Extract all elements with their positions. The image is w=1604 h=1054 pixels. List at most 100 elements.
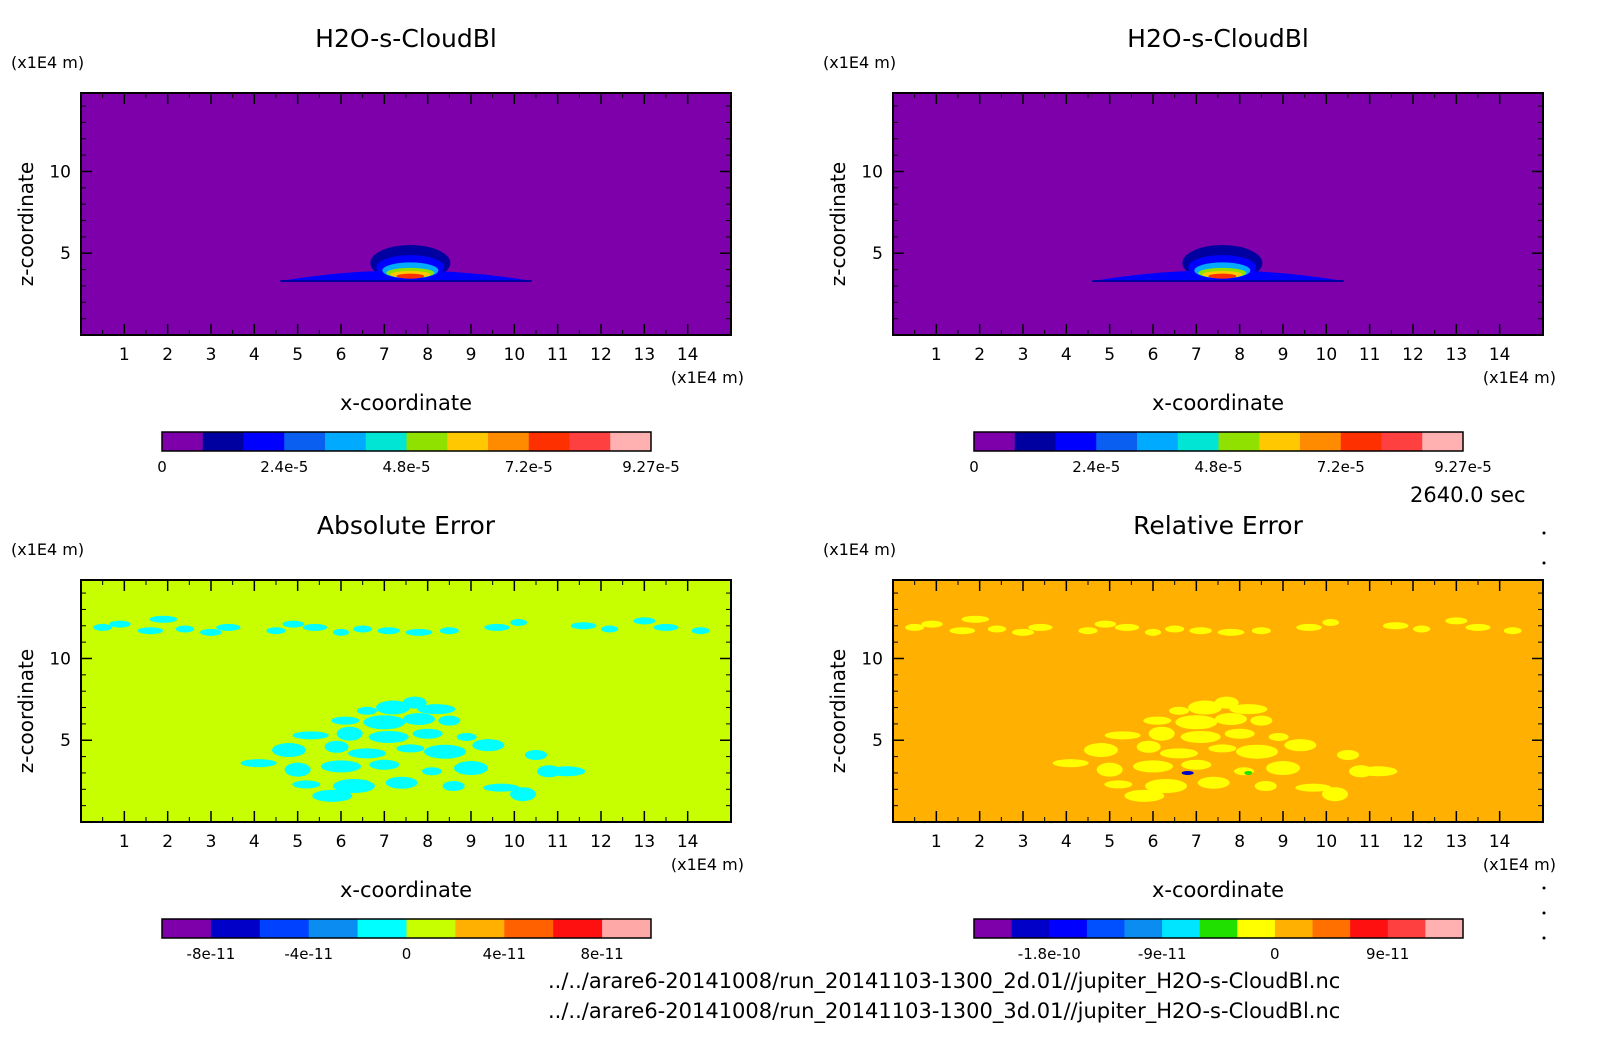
x-axis-label: x-coordinate bbox=[340, 878, 472, 902]
x-tick-label: 6 bbox=[336, 345, 347, 365]
colorbar-swatch bbox=[162, 919, 212, 938]
field-contours bbox=[93, 615, 710, 802]
colorbar-label: 0 bbox=[402, 945, 412, 963]
error-patch bbox=[377, 627, 400, 635]
x-tick-label: 14 bbox=[677, 832, 699, 852]
x-tick-label: 10 bbox=[504, 345, 526, 365]
x-tick-label: 2 bbox=[162, 832, 173, 852]
error-patch bbox=[284, 762, 311, 777]
plot-area bbox=[81, 93, 731, 335]
colorbar-swatch bbox=[610, 432, 652, 451]
error-patch bbox=[369, 759, 400, 770]
x-tick-label: 3 bbox=[206, 345, 217, 365]
error-patch bbox=[1208, 744, 1237, 753]
y-tick-label: 5 bbox=[872, 244, 883, 264]
colorbar-label: 2.4e-5 bbox=[260, 458, 308, 476]
x-tick-label: 2 bbox=[974, 345, 985, 365]
chart-title: Relative Error bbox=[1133, 511, 1303, 540]
error-patch bbox=[216, 623, 241, 631]
colorbar-label: 9e-11 bbox=[1366, 945, 1409, 963]
error-patch bbox=[1165, 625, 1185, 633]
x-tick-label: 13 bbox=[1446, 345, 1468, 365]
colorbar-label: 0 bbox=[1270, 945, 1280, 963]
error-patch bbox=[321, 760, 361, 773]
colorbar-swatch bbox=[1340, 432, 1382, 451]
x-tick-label: 5 bbox=[1104, 345, 1115, 365]
y-axis-label: z-coordinate bbox=[826, 162, 850, 286]
colorbar-swatch bbox=[1237, 919, 1276, 938]
colorbar-swatch bbox=[1137, 432, 1179, 451]
colorbar-swatch bbox=[162, 432, 204, 451]
error-patch bbox=[1160, 748, 1198, 759]
z-unit-label: (x1E4 m) bbox=[823, 540, 896, 559]
x-tick-label: 10 bbox=[504, 832, 526, 852]
error-patch bbox=[921, 620, 943, 628]
error-patch bbox=[1133, 760, 1173, 773]
x-tick-label: 13 bbox=[1446, 832, 1468, 852]
error-patch bbox=[1266, 761, 1300, 776]
error-patch bbox=[1322, 787, 1348, 802]
colorbar-swatch bbox=[284, 432, 326, 451]
error-patch bbox=[1236, 744, 1278, 759]
error-patch bbox=[1244, 770, 1253, 775]
error-patch bbox=[1284, 739, 1317, 752]
colorbar-label: 7.2e-5 bbox=[1317, 458, 1365, 476]
colorbar-swatch bbox=[259, 919, 310, 938]
colorbar-swatch bbox=[357, 919, 407, 938]
error-patch bbox=[1143, 716, 1172, 725]
x-unit-label: (x1E4 m) bbox=[671, 368, 744, 387]
colorbar-swatch bbox=[210, 919, 261, 938]
colorbar-swatch bbox=[1381, 432, 1423, 451]
colorbar-label: 8e-11 bbox=[580, 945, 623, 963]
error-patch bbox=[1413, 625, 1431, 633]
error-patch bbox=[405, 628, 433, 636]
error-patch bbox=[1337, 749, 1359, 760]
colorbar-label: 7.2e-5 bbox=[505, 458, 553, 476]
error-patch bbox=[1197, 776, 1230, 789]
chart-panel-4: Relative Error(x1E4 m)1 2 3 4 5 6 7 8 9 10 11 12 13 1… bbox=[823, 511, 1556, 963]
error-patch bbox=[333, 779, 375, 794]
x-tick-label: 13 bbox=[634, 832, 656, 852]
chart-title: Absolute Error bbox=[317, 511, 496, 540]
error-patch bbox=[402, 696, 427, 709]
x-tick-label: 4 bbox=[1061, 345, 1072, 365]
error-patch bbox=[422, 767, 442, 776]
error-patch bbox=[357, 706, 377, 715]
margin-dot bbox=[1542, 936, 1546, 940]
error-patch bbox=[331, 716, 360, 725]
error-patch bbox=[1169, 706, 1189, 715]
x-tick-label: 11 bbox=[1359, 832, 1381, 852]
error-patch bbox=[1268, 732, 1289, 741]
error-patch bbox=[525, 749, 547, 760]
error-patch bbox=[149, 615, 178, 623]
colorbar-swatch bbox=[1199, 919, 1238, 938]
x-unit-label: (x1E4 m) bbox=[1483, 368, 1556, 387]
colorbar: 0 2.4e-5 4.8e-5 7.2e-5 9.27e-5 bbox=[157, 431, 680, 476]
error-patch bbox=[93, 623, 113, 631]
chart-title: H2O-s-CloudBl bbox=[315, 24, 497, 53]
x-tick-label: 12 bbox=[1402, 832, 1424, 852]
error-patch bbox=[1465, 623, 1491, 631]
error-patch bbox=[439, 627, 459, 635]
error-patch bbox=[601, 625, 619, 633]
error-patch bbox=[266, 627, 286, 635]
error-patch bbox=[1104, 780, 1133, 789]
error-patch bbox=[396, 744, 425, 753]
colorbar-swatch bbox=[308, 919, 359, 938]
error-patch bbox=[1359, 766, 1398, 777]
colorbar-label: 4e-11 bbox=[483, 945, 526, 963]
error-patch bbox=[1104, 731, 1141, 740]
error-patch bbox=[1229, 704, 1268, 715]
plot-area bbox=[893, 93, 1543, 335]
error-patch bbox=[1181, 770, 1194, 775]
error-patch bbox=[510, 787, 536, 802]
error-patch bbox=[1148, 726, 1175, 741]
x-tick-label: 10 bbox=[1316, 345, 1338, 365]
contour-band bbox=[396, 273, 425, 279]
colorbar-swatch bbox=[447, 432, 489, 451]
field-contours bbox=[280, 245, 532, 283]
time-label: 2640.0 sec bbox=[1410, 483, 1526, 507]
error-patch bbox=[949, 627, 976, 635]
error-patch bbox=[510, 619, 527, 627]
field-contours bbox=[905, 615, 1522, 802]
